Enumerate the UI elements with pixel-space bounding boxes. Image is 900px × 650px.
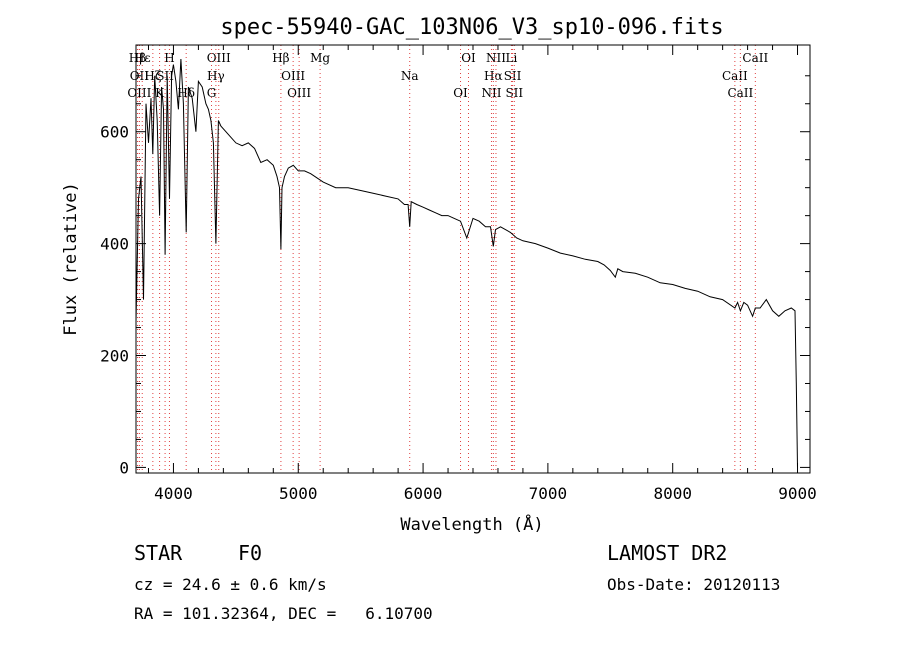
line-marker-label: CaII (722, 69, 748, 83)
line-marker-label: OIII (127, 86, 151, 100)
y-axis-label: Flux (relative) (61, 182, 81, 336)
survey-name: LAMOST DR2 (607, 541, 728, 565)
line-marker-label: NII (486, 51, 506, 65)
line-marker-label: SII (504, 69, 522, 83)
line-marker-label: H (164, 51, 174, 65)
line-marker-label: CaII (742, 51, 768, 65)
line-marker-label: Hα (484, 69, 503, 83)
line-marker-label: Hδ (177, 86, 195, 100)
line-marker-label: CaII (727, 86, 753, 100)
line-marker-label: Hβ (272, 51, 289, 65)
line-marker-label: NII (481, 86, 501, 100)
line-marker-label: OIII (281, 69, 305, 83)
y-tick-label: 600 (100, 123, 129, 142)
x-tick-label: 8000 (653, 484, 692, 503)
x-tick-label: 4000 (154, 484, 193, 503)
line-marker-label: K (155, 86, 165, 100)
line-marker-label: Hε (134, 51, 151, 65)
y-tick-label: 200 (100, 347, 129, 366)
y-tick-label: 400 (100, 235, 129, 254)
line-marker-label: OIII (207, 51, 231, 65)
x-tick-label: 9000 (778, 484, 817, 503)
line-marker-label: G (207, 86, 217, 100)
line-marker-label: Li (506, 51, 518, 65)
x-tick-label: 5000 (279, 484, 318, 503)
x-axis-label: Wavelength (Å) (400, 513, 543, 535)
chart-title: spec-55940-GAC_103N06_V3_sp10-096.fits (220, 15, 723, 40)
line-marker-label: Hζ (144, 69, 161, 83)
spectrum-line (135, 58, 798, 468)
line-marker-label: Na (401, 69, 419, 83)
line-marker-label: SII (156, 69, 174, 83)
line-marker-label: OI (461, 51, 476, 65)
object-subclass: F0 (238, 541, 263, 565)
line-marker-label: OI (453, 86, 468, 100)
line-marker-label: OIII (287, 86, 311, 100)
x-tick-label: 7000 (529, 484, 568, 503)
line-marker-label: Mg (310, 51, 330, 65)
object-class: STAR (134, 541, 183, 565)
emission-line-markers: HβOIIOIIIHεHζKHSIIHδOIIIHγGHβOIIIOIIIMgN… (127, 45, 768, 473)
line-marker-label: Hγ (207, 69, 225, 83)
axes: 4000 5000 6000 7000 8000 9000 0 200 400 600 (100, 45, 817, 503)
plot-frame (135, 44, 811, 474)
y-tick-label: 0 (119, 458, 129, 477)
observation-date: Obs-Date: 20120113 (607, 575, 781, 594)
redshift-velocity: cz = 24.6 ± 0.6 km/s (134, 575, 327, 594)
x-tick-label: 6000 (404, 484, 443, 503)
line-marker-label: SII (505, 86, 523, 100)
ra-dec: RA = 101.32364, DEC = 6.10700 (134, 604, 433, 623)
